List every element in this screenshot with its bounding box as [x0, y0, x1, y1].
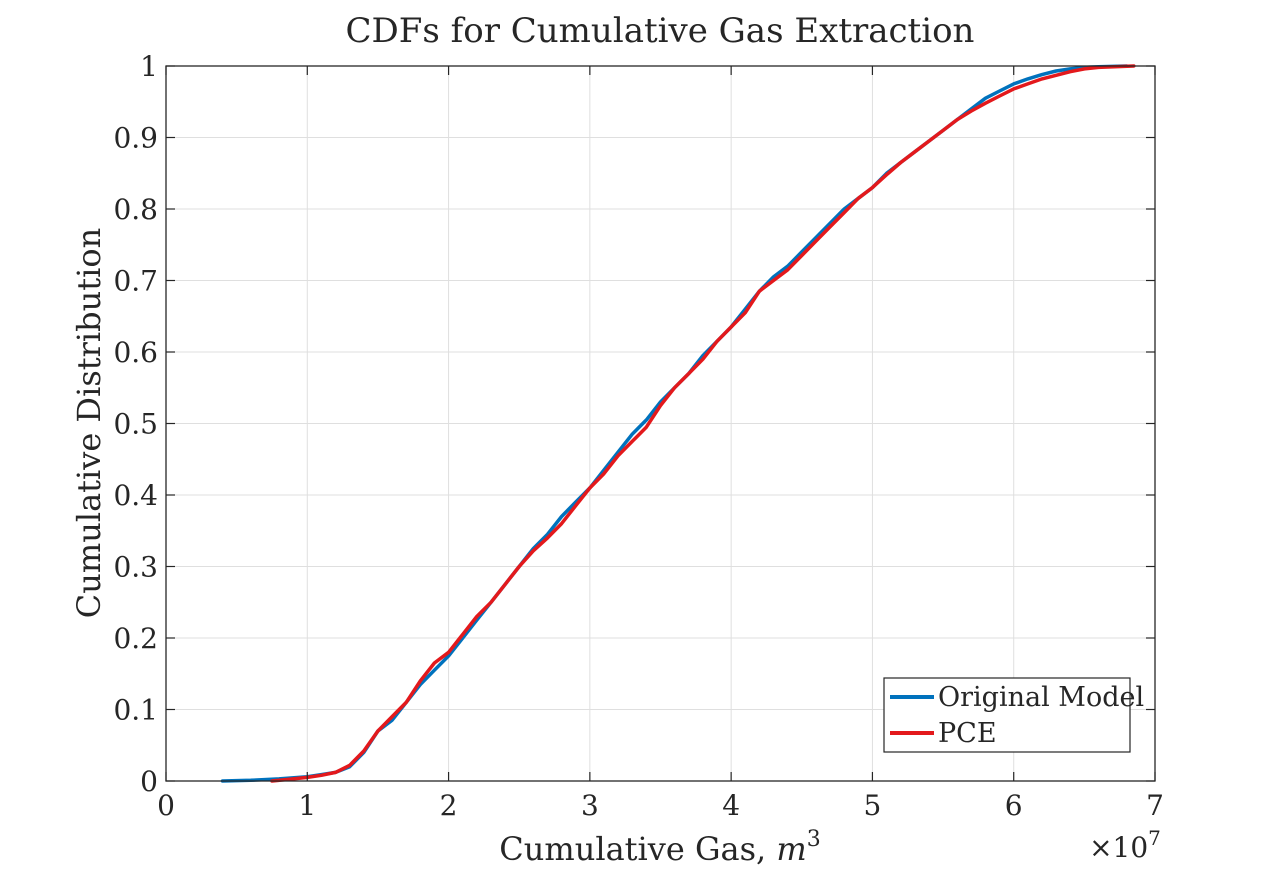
x-tick-label: 4	[722, 789, 740, 822]
x-tick-label: 0	[157, 789, 175, 822]
y-tick-label: 0.2	[113, 622, 158, 655]
x-axis-multiplier-base: ×10	[1089, 831, 1148, 864]
series-lines	[220, 64, 1136, 783]
x-axis-multiplier-exponent: 7	[1148, 826, 1161, 850]
x-axis-label-exponent: 3	[807, 827, 821, 852]
x-tick-label: 1	[298, 789, 316, 822]
y-tick-label: 0	[140, 765, 158, 798]
y-tick-label: 0.6	[113, 336, 158, 369]
y-tick-label: 0.9	[113, 122, 158, 155]
legend: Original Model PCE	[883, 677, 1144, 753]
chart-title: CDFs for Cumulative Gas Extraction	[346, 11, 975, 51]
x-tick-label: 5	[864, 789, 882, 822]
legend-label-original-model: Original Model	[938, 682, 1144, 713]
legend-box	[883, 677, 1131, 753]
y-tick-label: 0.4	[113, 479, 158, 512]
x-axis-label: Cumulative Gas, m3	[499, 827, 820, 868]
x-axis-label-variable: m	[776, 830, 806, 868]
x-tick-label: 7	[1146, 789, 1164, 822]
axis-ticks: 0 1 2 3 4 5 6 7 0 0.1 0.2 0.3 0.4 0.5 0.6 0.7 0.8 0.9 1	[113, 50, 1163, 822]
y-tick-label: 0.8	[113, 193, 158, 226]
y-tick-label: 0.7	[113, 265, 158, 298]
y-tick-label: 1	[140, 50, 158, 83]
y-tick-label: 0.5	[113, 408, 158, 441]
x-tick-label: 2	[440, 789, 458, 822]
y-axis-label: Cumulative Distribution	[70, 228, 108, 618]
x-tick-label: 6	[1005, 789, 1023, 822]
series-line-pce	[270, 64, 1136, 783]
x-axis-label-text: Cumulative Gas,	[499, 830, 776, 868]
x-axis-multiplier: ×107	[1089, 826, 1161, 864]
legend-label-pce: PCE	[938, 718, 997, 749]
y-tick-label: 0.1	[113, 694, 158, 727]
y-tick-label: 0.3	[113, 551, 158, 584]
x-tick-label: 3	[581, 789, 599, 822]
